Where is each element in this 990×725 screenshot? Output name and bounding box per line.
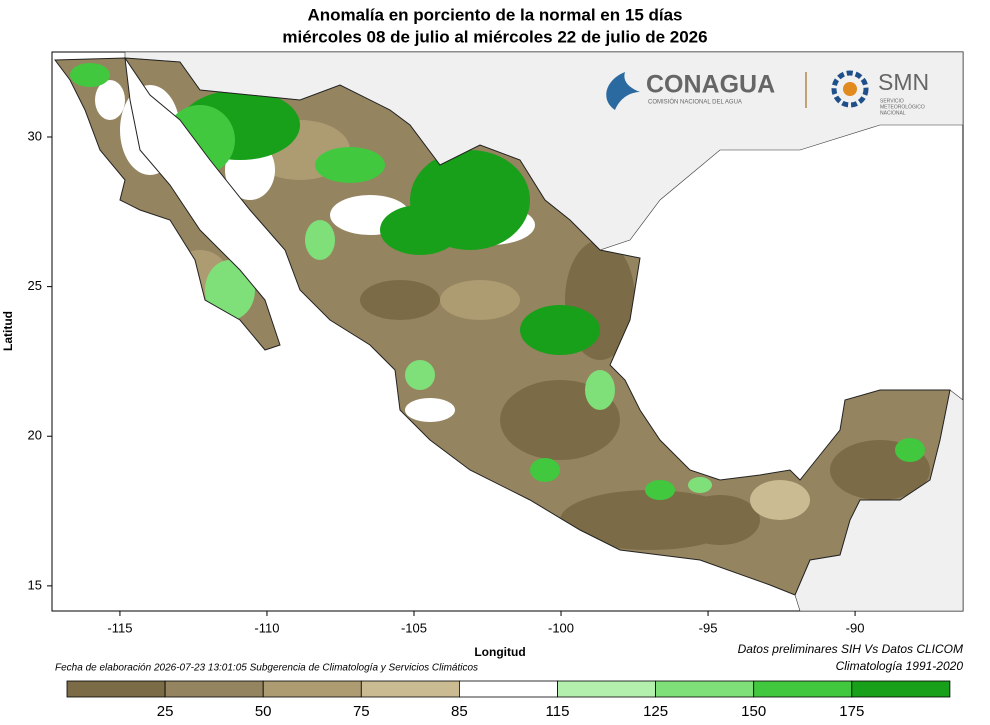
anomaly-patch: [440, 280, 520, 320]
anomaly-patch: [205, 260, 255, 320]
y-tick-label: 30: [28, 128, 42, 143]
legend-swatch: [851, 680, 951, 698]
y-tick-label: 25: [28, 278, 42, 293]
x-tick-label: -105: [401, 620, 427, 635]
anomaly-patch: [530, 458, 560, 482]
x-tick-label: -115: [107, 620, 132, 635]
anomaly-patch: [520, 305, 600, 355]
x-tick-label: -95: [699, 620, 718, 635]
anomaly-patch: [305, 220, 335, 260]
anomaly-patch: [95, 80, 125, 120]
x-tick-label: -100: [548, 620, 574, 635]
anomaly-patch: [750, 480, 810, 520]
legend-swatch: [66, 680, 166, 698]
smn-subtitle: METEOROLÓGICO: [880, 103, 925, 110]
conagua-name: CONAGUA: [646, 71, 775, 99]
y-axis-label: Latitud: [1, 311, 15, 351]
smn-name: SMN: [878, 69, 929, 95]
legend-swatch: [458, 680, 558, 698]
legend-label: 50: [255, 703, 272, 720]
smn-subtitle: SERVICIO: [880, 98, 904, 104]
anomaly-patch: [405, 360, 435, 390]
footer-climatology: Climatología 1991-2020: [836, 659, 964, 673]
anomaly-patch: [405, 398, 455, 422]
footer-source: Datos preliminares SIH Vs Datos CLICOM: [738, 642, 963, 656]
conagua-logo: CONAGUA COMISIÓN NACIONAL DEL AGUA SMN S…: [606, 69, 929, 116]
legend-swatch: [753, 680, 853, 698]
subtitle: miércoles 08 de julio al miércoles 22 de…: [282, 27, 707, 46]
conagua-subtitle: COMISIÓN NACIONAL DEL AGUA: [648, 99, 742, 106]
legend-swatch: [655, 680, 755, 698]
legend-swatch: [557, 680, 656, 698]
y-tick-label: 15: [28, 577, 42, 592]
legend-label: 75: [353, 703, 370, 720]
smn-subtitle: NACIONAL: [880, 110, 906, 116]
footer-left: Fecha de elaboración 2026-07-23 13:01:05…: [55, 663, 478, 674]
conagua-icon: [606, 72, 640, 110]
anomaly-patch: [380, 205, 460, 255]
y-tick-label: 20: [28, 428, 42, 443]
legend-label: 175: [839, 703, 864, 720]
title: Anomalía en porciento de la normal en 15…: [307, 5, 682, 24]
legend-label: 85: [451, 703, 468, 720]
legend-label: 25: [157, 703, 174, 720]
anomaly-patch: [895, 438, 925, 462]
anomaly-patch: [688, 477, 712, 493]
x-tick-label: -110: [254, 620, 279, 635]
x-axis-label: Longitud: [474, 645, 525, 659]
legend-label: 125: [643, 703, 668, 720]
legend-swatch: [164, 680, 264, 698]
legend-label: 150: [741, 703, 766, 720]
legend-label: 115: [546, 703, 570, 720]
anomaly-patch: [360, 280, 440, 320]
smn-icon-core: [843, 82, 857, 96]
anomaly-patch: [315, 147, 385, 183]
smn-icon: [831, 70, 869, 108]
anomaly-patch: [645, 480, 675, 500]
legend-swatch: [262, 680, 362, 698]
anomaly-patch: [585, 370, 615, 410]
x-tick-label: -90: [846, 620, 865, 635]
anomaly-patch: [70, 63, 110, 87]
coastline: [54, 57, 951, 596]
legend-swatch: [360, 680, 460, 698]
anomaly-patch: [680, 495, 760, 545]
